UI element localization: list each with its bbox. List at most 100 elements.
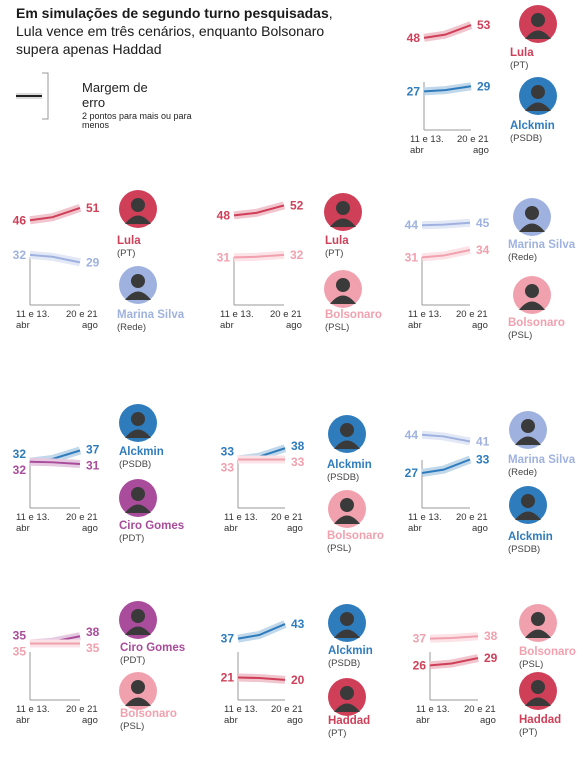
series-line-bolsonaro	[429, 635, 479, 640]
data-label-bolsonaro-start: 31	[405, 250, 419, 264]
candidate-party: (PT)	[510, 60, 528, 71]
legend: Margem de erro 2 pontos para mais ou par…	[14, 72, 214, 130]
chart-panel-7: 44 41 Marina Silva(Rede) 27 33 Alckmin(PSDB) 1…	[405, 411, 576, 555]
x-tick-label-1: 11 e 13.	[16, 512, 50, 523]
x-tick-label-1: 11 e 13.	[224, 704, 258, 715]
x-tick-label-1: 11 e 13.	[408, 512, 442, 523]
series-lula: 48 52	[217, 198, 304, 222]
x-tick-label-2-line2: ago	[480, 715, 496, 726]
data-label-marina-silva-end: 45	[476, 216, 490, 230]
x-tick-label-2-line2: ago	[82, 523, 98, 534]
series-marina-silva: 32 29	[13, 248, 100, 269]
legend-title: Margem de erro	[82, 80, 148, 110]
portrait-head	[131, 198, 145, 212]
series-haddad: 21 20	[221, 670, 305, 686]
portrait-shoulders	[515, 511, 541, 520]
portrait-head	[531, 13, 545, 27]
data-label-bolsonaro-start: 37	[413, 632, 427, 646]
x-tick-label-2-line2: ago	[472, 523, 488, 534]
candidate-party: (PSL)	[327, 543, 351, 554]
candidate-party: (PSL)	[120, 721, 144, 732]
series-line-marina-silva	[421, 221, 471, 227]
data-label-marina-silva-start: 44	[405, 428, 419, 442]
portrait-head	[521, 494, 535, 508]
series-line-lula	[233, 204, 285, 217]
x-tick-label-2-line2: ago	[82, 320, 98, 331]
candidate-name: Lula	[325, 235, 349, 247]
portrait-shoulders	[125, 215, 151, 224]
portrait-head	[131, 274, 145, 288]
portrait-head	[531, 612, 545, 626]
portrait-head	[131, 680, 145, 694]
candidate-name: Ciro Gomes	[120, 642, 185, 654]
portrait-head	[340, 423, 354, 437]
x-tick-label-2: 20 e 21	[456, 309, 488, 320]
portrait-bolsonaro	[519, 604, 557, 642]
data-label-alckmin-end: 33	[476, 453, 490, 467]
portrait-alckmin	[328, 604, 366, 642]
portrait-shoulders	[125, 504, 151, 513]
candidate-party: (Rede)	[508, 467, 537, 478]
legend-bracket	[42, 72, 49, 120]
x-tick-label-1: 11 e 13.	[220, 309, 254, 320]
data-label-lula-start: 46	[13, 213, 27, 227]
candidate-name: Marina Silva	[508, 454, 576, 466]
portrait-shoulders	[515, 436, 541, 445]
series-line-alckmin	[421, 458, 471, 474]
data-label-lula-end: 53	[477, 18, 491, 32]
data-label-ciro-gomes-start: 35	[13, 629, 27, 643]
candidate-party: (PSL)	[519, 659, 543, 670]
portrait-marina-silva	[509, 411, 547, 449]
series-bolsonaro: 31 32	[217, 248, 304, 264]
portrait-head	[131, 487, 145, 501]
series-bolsonaro: 37 38	[413, 629, 498, 645]
data-label-alckmin-start: 32	[13, 447, 27, 461]
x-tick-label-1-line2: abr	[16, 523, 30, 534]
legend-subtitle: 2 pontos para mais ou para menos	[82, 111, 192, 130]
portrait-shoulders	[334, 515, 360, 524]
data-label-alckmin-start: 33	[221, 445, 235, 459]
portrait-shoulders	[519, 301, 545, 310]
portrait-haddad	[519, 672, 557, 710]
series-line-ciro-gomes	[29, 460, 81, 465]
portrait-head	[336, 278, 350, 292]
x-tick-label-1-line2: abr	[410, 145, 424, 156]
series-line-alckmin	[423, 85, 472, 93]
portrait-shoulders	[519, 223, 545, 232]
series-ciro-gomes: 32 31	[13, 457, 100, 477]
x-tick-label-1: 11 e 13.	[16, 704, 50, 715]
portrait-head	[340, 612, 354, 626]
portrait-bolsonaro	[513, 276, 551, 314]
chart-panel-2: 46 51 Lula(PT) 32 29 Marina Silva(Rede) 11 e 1…	[13, 190, 185, 333]
data-label-lula-start: 48	[217, 208, 231, 222]
chart-panel-6: 33 38 Alckmin(PSDB) 33 33 Bolsonaro(PSL) 11 e …	[221, 415, 384, 554]
x-tick-label-2: 20 e 21	[270, 309, 302, 320]
data-label-alckmin-end: 37	[86, 442, 100, 456]
data-label-bolsonaro-end: 32	[290, 248, 304, 262]
candidate-name: Bolsonaro	[519, 646, 576, 658]
data-label-alckmin-end: 43	[291, 617, 305, 631]
series-bolsonaro: 35 35	[13, 639, 100, 659]
candidate-name: Alckmin	[327, 459, 372, 471]
chart-panel-3: 48 52 Lula(PT) 31 32 Bolsonaro(PSL) 11 e 13.ab…	[217, 193, 382, 333]
data-label-lula-start: 48	[407, 31, 421, 45]
data-label-bolsonaro-start: 35	[13, 645, 27, 659]
x-tick-label-2: 20 e 21	[456, 512, 488, 523]
series-line-lula	[29, 206, 81, 222]
portrait-alckmin	[328, 415, 366, 453]
portrait-head	[340, 498, 354, 512]
series-line-bolsonaro	[233, 253, 285, 259]
candidate-name: Alckmin	[508, 531, 553, 543]
portrait-shoulders	[525, 102, 551, 111]
x-tick-label-2: 20 e 21	[271, 512, 303, 523]
headline: Em simulações de segundo turno pesquisad…	[16, 4, 346, 58]
series-lula: 48 53	[407, 18, 491, 45]
candidate-name: Alckmin	[510, 120, 555, 132]
data-label-haddad-start: 21	[221, 670, 235, 684]
x-tick-label-2: 20 e 21	[271, 704, 303, 715]
headline-rest: , Lula vence em três cenários, enquanto …	[16, 5, 333, 57]
series-bolsonaro: 31 34	[405, 243, 490, 264]
data-label-bolsonaro-end: 33	[291, 455, 305, 469]
x-tick-label-2: 20 e 21	[66, 512, 98, 523]
chart-panel-4: 44 45 Marina Silva(Rede) 31 34 Bolsonaro(PSL)…	[405, 198, 576, 341]
